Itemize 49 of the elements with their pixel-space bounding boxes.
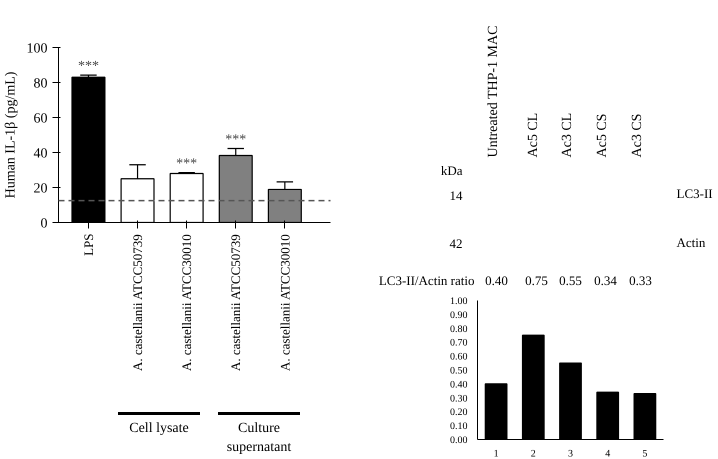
y-tick-label: 0.60 — [450, 352, 468, 363]
data-label: *** — [78, 59, 99, 74]
y-tick-label: 0.80 — [450, 324, 468, 335]
y-tick-label: 0 — [40, 216, 48, 232]
x-tick-label: 3 — [568, 448, 573, 459]
y-tick-label: 0.20 — [450, 407, 468, 418]
x-tick-label: 5 — [642, 448, 648, 459]
y-tick-label: 0.40 — [450, 379, 468, 390]
y-tick-label: 0.90 — [450, 310, 468, 321]
text: Culture supernatant — [226, 421, 292, 455]
text: LC3-II/Actin ratio — [378, 273, 475, 288]
text: 0.40 — [485, 273, 508, 288]
y-tick-label: 40 — [34, 146, 48, 162]
text: 0.75 — [525, 273, 548, 288]
text: 0.34 — [594, 273, 618, 288]
x-tick-label: 2 — [530, 448, 536, 459]
x-tick-label: 4 — [605, 448, 610, 459]
y-tick-label: 0.30 — [450, 393, 468, 404]
category-label: Ac5 CS — [595, 114, 610, 158]
y-tick-label: 0.50 — [450, 366, 468, 376]
y-tick-label: 100 — [26, 42, 48, 56]
text: 0.33 — [629, 273, 652, 288]
y-tick-label: 0.00 — [450, 435, 468, 446]
x-tick-label: A. castellanii ATCC50739 — [130, 234, 146, 372]
text: Actin — [676, 235, 706, 250]
category-label: Untreated THP-1 MAC — [486, 26, 501, 158]
category-label: Ac5 CL — [526, 112, 541, 158]
y-tick-label: 60 — [34, 112, 48, 126]
y-tick-label: 20 — [34, 182, 48, 196]
text: 42 — [450, 236, 462, 251]
category-label: Ac3 CS — [630, 114, 645, 158]
x-tick-label: A. castellanii ATCC30010 — [277, 234, 292, 372]
text: 14 — [450, 188, 463, 203]
text: 0.55 — [559, 273, 582, 288]
text: Cell lysate — [129, 421, 189, 436]
y-tick-label: 0.70 — [450, 338, 468, 349]
x-tick-label: LPS — [80, 233, 96, 256]
x-tick-label: A. castellanii ATCC50739 — [228, 234, 244, 372]
y-tick-label: 1.00 — [450, 296, 468, 307]
data-label: *** — [176, 156, 198, 172]
text: kDa — [440, 163, 463, 178]
x-tick-label: A. castellanii ATCC30010 — [179, 234, 194, 372]
x-tick-label: 1 — [494, 448, 499, 459]
y-axis-title: Human IL-1β (pg/mL) — [4, 71, 18, 198]
y-tick-label: 80 — [34, 76, 48, 92]
data-label: *** — [225, 132, 246, 148]
y-tick-label: 0.10 — [450, 421, 468, 432]
text: LC3-II — [676, 186, 713, 201]
category-label: Ac3 CL — [560, 112, 575, 158]
